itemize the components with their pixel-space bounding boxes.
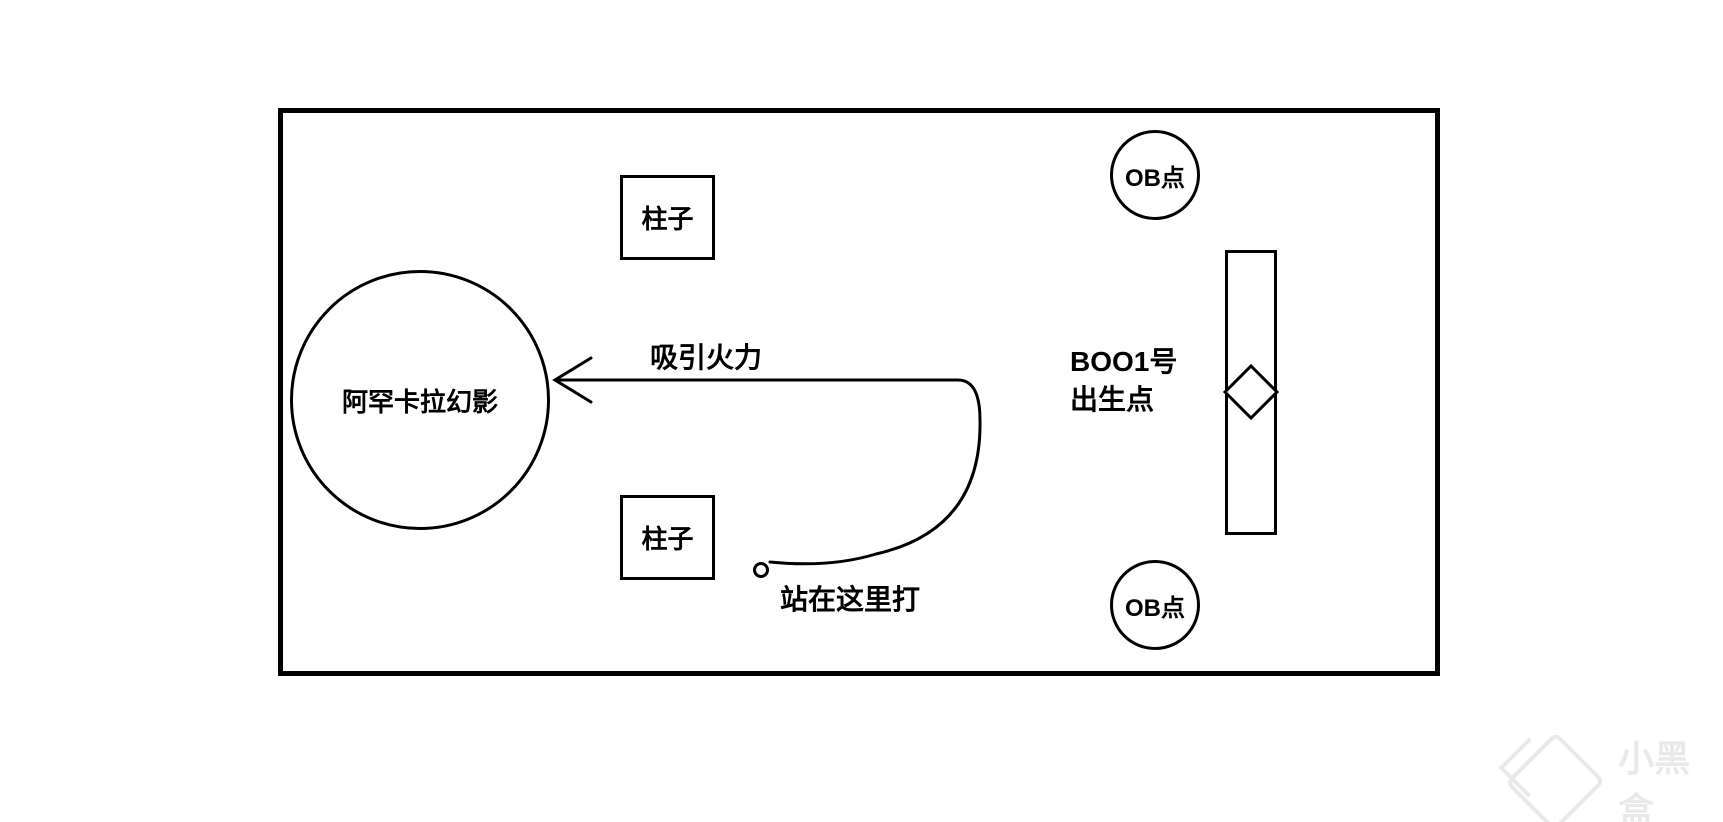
spawn-bar	[1225, 250, 1277, 535]
label-spawn-line2: 出生点	[1070, 378, 1154, 418]
watermark-text: 小黑盒	[1618, 730, 1723, 822]
pillar-bottom-label: 柱子	[641, 519, 693, 556]
ob-point-top: OB点	[1110, 130, 1200, 220]
watermark: 小黑盒	[1520, 730, 1723, 822]
label-stand-here: 站在这里打	[780, 578, 920, 618]
stand-marker	[753, 562, 769, 578]
watermark-logo-icon	[1505, 732, 1606, 822]
pillar-top: 柱子	[620, 175, 715, 260]
label-spawn-line1: BOO1号	[1070, 340, 1177, 380]
pillar-top-label: 柱子	[641, 199, 693, 236]
diagram-canvas: 阿罕卡拉幻影 OB点 OB点 柱子 柱子 吸引火力 站在这里打 BOO1号 出生…	[0, 0, 1723, 822]
ob-bottom-label: OB点	[1125, 588, 1185, 623]
ob-top-label: OB点	[1125, 158, 1185, 193]
boss-circle: 阿罕卡拉幻影	[290, 270, 550, 530]
ob-point-bottom: OB点	[1110, 560, 1200, 650]
pillar-bottom: 柱子	[620, 495, 715, 580]
label-draw-fire: 吸引火力	[650, 336, 762, 376]
boss-label: 阿罕卡拉幻影	[342, 382, 498, 419]
